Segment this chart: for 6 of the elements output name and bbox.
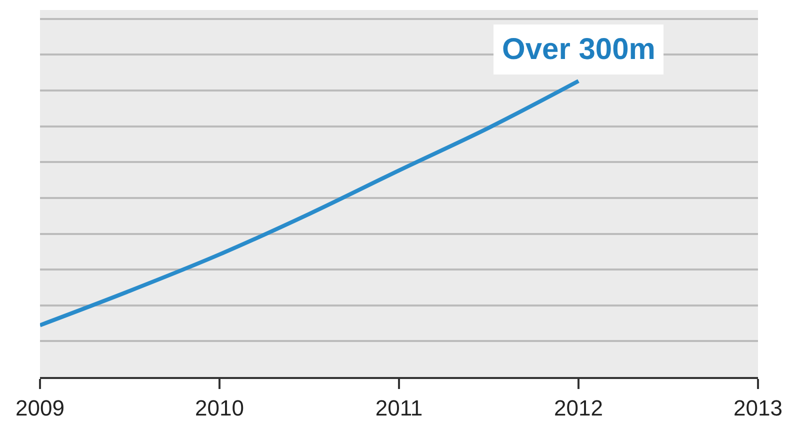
x-tick-label: 2009 bbox=[16, 395, 64, 420]
x-tick-label: 2013 bbox=[734, 395, 782, 420]
x-tick-label: 2012 bbox=[554, 395, 603, 420]
x-tick-label: 2011 bbox=[375, 395, 423, 420]
x-tick-label: 2010 bbox=[195, 395, 244, 420]
annotation: Over 300m bbox=[502, 33, 656, 66]
